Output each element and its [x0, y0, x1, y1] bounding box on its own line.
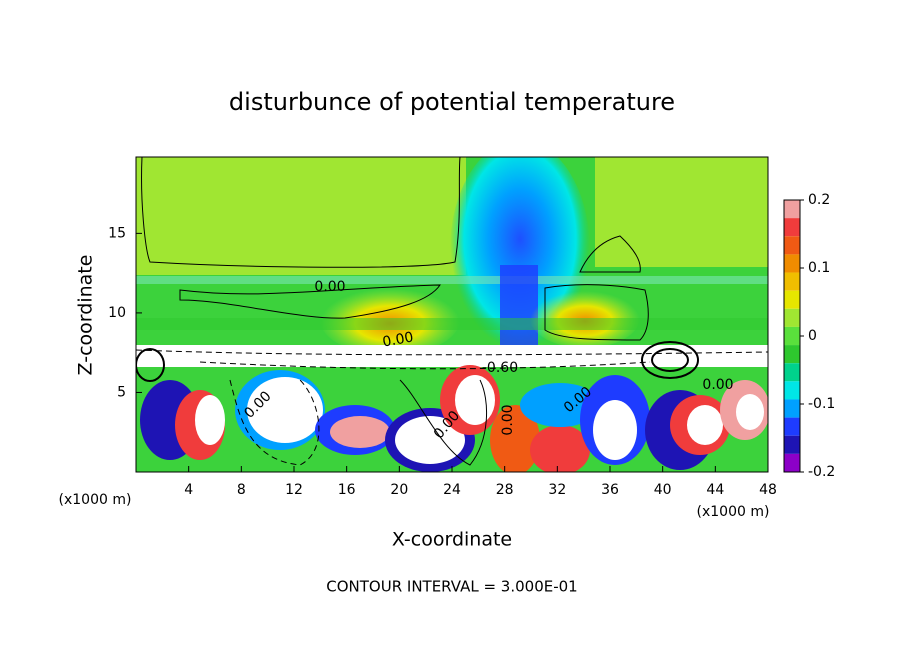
y-axis-label: Z-coordinate [75, 255, 97, 376]
colorbar-swatch [784, 290, 800, 309]
blob [520, 383, 600, 427]
colorbar-swatch [784, 236, 800, 255]
x-tick-label: 44 [706, 482, 724, 498]
blob [195, 395, 225, 445]
field-region [136, 157, 466, 275]
colorbar-swatch [784, 453, 800, 472]
x-tick-label: 24 [443, 482, 461, 498]
x-tick-label: 12 [285, 482, 303, 498]
field-region [136, 345, 768, 367]
colorbar-swatch [784, 272, 800, 291]
x-tick-label: 28 [496, 482, 514, 498]
colorbar-swatch [784, 200, 800, 219]
colorbar-swatch [784, 399, 800, 418]
x-unit-label: (x1000 m) [697, 504, 770, 520]
contour-line [641, 341, 699, 379]
colorbar-swatch [784, 435, 800, 454]
contour-line [141, 157, 461, 268]
x-tick-label: 40 [654, 482, 672, 498]
turbulence [140, 365, 768, 472]
contours [136, 157, 768, 466]
x-tick-label: 48 [759, 482, 777, 498]
contour-line [579, 235, 641, 273]
colorbar-swatch [784, 345, 800, 364]
blob [330, 416, 390, 448]
blob [395, 416, 465, 464]
blob [593, 400, 637, 460]
contour-line [199, 361, 651, 370]
contour-label: -0.60 [482, 360, 518, 376]
colorbar-swatch [784, 308, 800, 327]
blob [490, 405, 540, 472]
contour-line [399, 379, 488, 466]
colorbar-tick-label: 0 [808, 328, 817, 344]
y-unit-label: (x1000 m) [59, 492, 132, 508]
y-tick-label: 15 [108, 225, 126, 241]
x-axis-label: X-coordinate [392, 529, 512, 551]
field-region [136, 276, 768, 284]
x-tick-label: 8 [237, 482, 246, 498]
colorbar-swatch [784, 363, 800, 382]
field-region [500, 265, 538, 345]
contour-line [651, 348, 689, 372]
x-tick-label: 4 [184, 482, 193, 498]
contour-label: 0.00 [702, 377, 733, 393]
contour-line [229, 379, 320, 466]
x-tick-label: 32 [548, 482, 566, 498]
colorbar-tick-label: -0.1 [808, 396, 835, 412]
colorbar-swatch [784, 381, 800, 400]
contour-label: 0.00 [381, 329, 414, 350]
field-region [595, 157, 768, 267]
x-tick-label: 20 [390, 482, 408, 498]
colorbar-swatch [784, 254, 800, 273]
contour-line [179, 284, 441, 319]
field-region [136, 318, 768, 330]
contour-label: 0.00 [314, 279, 345, 295]
y-tick-label: 10 [108, 305, 126, 321]
contour-line [544, 284, 649, 341]
colorbar-tick-label: -0.2 [808, 464, 835, 480]
contour-line [136, 348, 165, 382]
chart-title: disturbunce of potential temperature [229, 88, 675, 116]
x-tick-label: 36 [601, 482, 619, 498]
field [136, 157, 768, 472]
blob [687, 405, 723, 445]
blob [530, 425, 590, 472]
colorbar-swatch [784, 326, 800, 346]
colorbar-swatch [784, 218, 800, 237]
contour-line [136, 349, 768, 356]
x-tick-label: 16 [338, 482, 356, 498]
colorbar-tick-label: 0.2 [808, 192, 830, 208]
blob [736, 394, 764, 430]
colorbar-swatch [784, 417, 800, 436]
colorbar-tick-label: 0.1 [808, 260, 830, 276]
footer: CONTOUR INTERVAL = 3.000E-01 [326, 578, 577, 596]
blob [455, 375, 495, 425]
y-tick-label: 5 [117, 384, 126, 400]
blob [247, 377, 323, 443]
contour-label: 0.00 [500, 404, 516, 435]
